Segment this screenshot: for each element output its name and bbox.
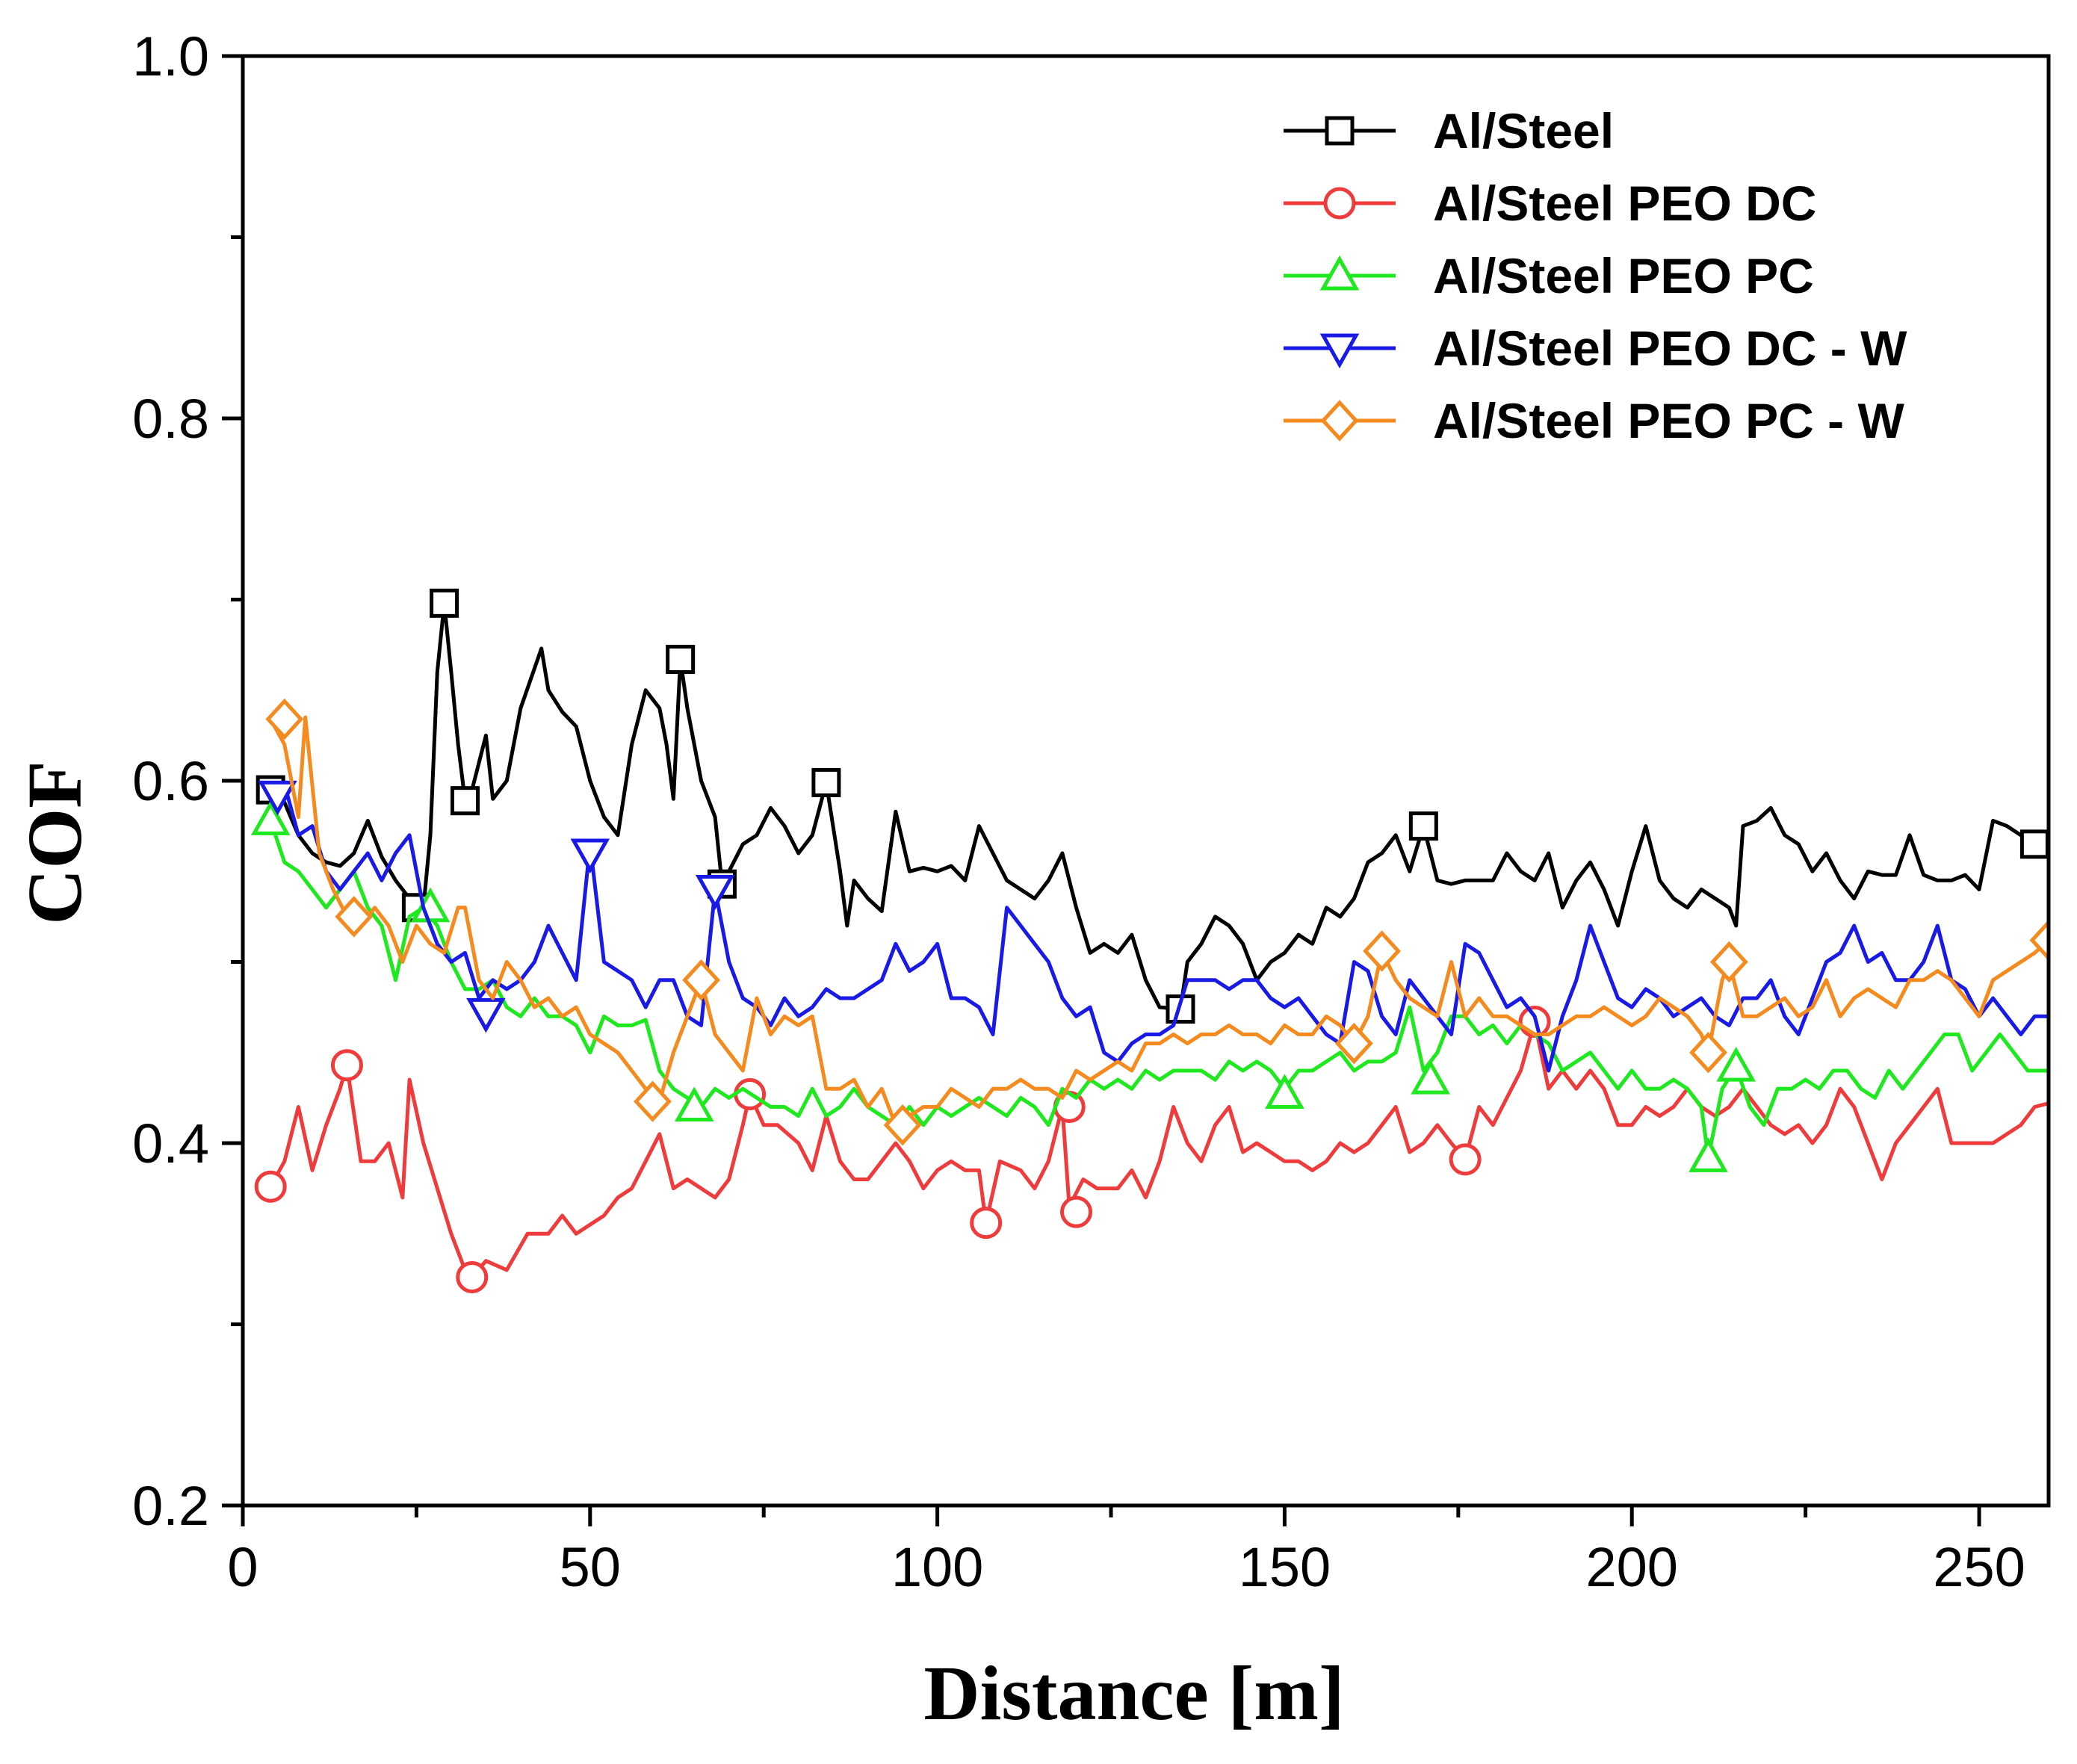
y-tick-label-0.6: 0.6 xyxy=(132,750,209,812)
series-line-al-steel-peo-pc-w xyxy=(269,715,2049,1127)
marker-al-steel-peo-pc-w-0 xyxy=(265,698,304,740)
y-tick-label-0.8: 0.8 xyxy=(132,388,209,450)
x-tick-label-100: 100 xyxy=(891,1536,983,1598)
marker-al-steel-peo-pc-4 xyxy=(1411,1059,1450,1095)
legend-label-al-steel-peo-pc-w: Al/Steel PEO PC - W xyxy=(1433,393,1904,448)
marker-al-steel-peo-pc-w-5 xyxy=(1334,1022,1373,1065)
marker-al-steel-peo-pc-w-8 xyxy=(1709,941,1748,983)
legend-item-al-steel-peo-dc-w: Al/Steel PEO DC - W xyxy=(1284,321,1907,376)
x-tick-label-50: 50 xyxy=(560,1536,621,1598)
legend-label-al-steel-peo-dc-w: Al/Steel PEO DC - W xyxy=(1433,321,1907,376)
legend-marker-al-steel xyxy=(1325,116,1355,146)
marker-al-steel-peo-pc-w-2 xyxy=(634,1080,672,1122)
series-layer xyxy=(250,588,2049,1293)
marker-al-steel-peo-pc-6 xyxy=(1716,1047,1756,1082)
marker-al-steel-peo-dc-2 xyxy=(456,1260,489,1293)
y-axis-title: COF xyxy=(12,761,98,925)
marker-al-steel-peo-dc-w-3 xyxy=(695,875,735,910)
ticks-layer: 0 50 100 150 200 250 0.2 0.4 0.6 0.8 1.0 xyxy=(132,25,2025,1598)
marker-al-steel-8 xyxy=(1408,811,1438,841)
marker-al-steel-peo-pc-w-3 xyxy=(682,959,720,1001)
legend-item-al-steel-peo-dc: Al/Steel PEO DC xyxy=(1284,176,1816,231)
marker-al-steel-peo-dc-0 xyxy=(254,1170,287,1203)
marker-al-steel-3 xyxy=(450,786,480,816)
series-line-al-steel-peo-dc xyxy=(269,1020,2049,1279)
legend-label-al-steel-peo-dc: Al/Steel PEO DC xyxy=(1433,176,1816,231)
marker-al-steel-6 xyxy=(811,767,841,797)
marker-al-steel-peo-dc-w-0 xyxy=(258,780,297,816)
y-tick-label-1: 1.0 xyxy=(132,25,209,87)
x-tick-label-150: 150 xyxy=(1239,1536,1331,1598)
y-tick-label-0.2: 0.2 xyxy=(132,1475,209,1537)
x-tick-label-250: 250 xyxy=(1933,1536,2025,1598)
marker-al-steel-9 xyxy=(2019,829,2049,859)
marker-al-steel-peo-pc-w-1 xyxy=(335,896,374,938)
legend-label-al-steel-peo-pc: Al/Steel PEO PC xyxy=(1433,248,1814,303)
legend-marker-al-steel-peo-pc xyxy=(1319,255,1360,291)
legend-item-al-steel-peo-pc-w: Al/Steel PEO PC - W xyxy=(1284,393,1904,448)
marker-al-steel-peo-pc-w-9 xyxy=(2029,919,2049,962)
series-al-steel-peo-dc-w xyxy=(258,780,2049,1073)
x-tick-label-0: 0 xyxy=(227,1536,258,1598)
legend-marker-al-steel-peo-dc-w xyxy=(1319,333,1360,369)
marker-al-steel-peo-dc-w-2 xyxy=(570,838,610,874)
marker-al-steel-peo-dc-7 xyxy=(1449,1143,1482,1176)
x-axis-title: Distance [m] xyxy=(923,1650,1344,1736)
legend-marker-al-steel-peo-pc-w xyxy=(1320,400,1359,442)
legend-item-al-steel-peo-pc: Al/Steel PEO PC xyxy=(1284,248,1814,303)
x-tick-label-200: 200 xyxy=(1585,1536,1677,1598)
series-line-al-steel-peo-pc xyxy=(268,820,2049,1160)
marker-al-steel-4 xyxy=(666,645,696,675)
y-tick-label-0.4: 0.4 xyxy=(132,1112,209,1175)
legend-item-al-steel: Al/Steel xyxy=(1284,103,1614,158)
series-al-steel-peo-pc-w xyxy=(265,698,2049,1146)
marker-al-steel-peo-pc-w-6 xyxy=(1363,930,1401,972)
series-al-steel xyxy=(256,588,2049,1024)
legend-marker-al-steel-peo-dc xyxy=(1323,187,1356,220)
marker-al-steel-peo-pc-w-7 xyxy=(1689,1032,1727,1074)
legend: Al/Steel Al/Steel PEO DC Al/Steel PEO PC Al… xyxy=(1284,103,1907,448)
marker-al-steel-peo-dc-w-1 xyxy=(466,997,506,1033)
marker-al-steel-peo-pc-3 xyxy=(1265,1074,1304,1110)
marker-al-steel-peo-dc-4 xyxy=(970,1207,1003,1240)
series-line-al-steel xyxy=(269,601,2049,1012)
marker-al-steel-peo-pc-5 xyxy=(1688,1137,1728,1172)
legend-label-al-steel: Al/Steel xyxy=(1433,103,1614,158)
marker-al-steel-peo-pc-w-4 xyxy=(883,1104,922,1146)
marker-al-steel-2 xyxy=(430,588,459,618)
series-line-al-steel-peo-dc-w xyxy=(270,782,2049,1073)
marker-al-steel-peo-dc-1 xyxy=(330,1049,363,1082)
marker-al-steel-peo-dc-6 xyxy=(1060,1195,1093,1228)
marker-al-steel-peo-pc-2 xyxy=(674,1086,714,1121)
marker-al-steel-peo-pc-0 xyxy=(250,800,291,835)
series-al-steel-peo-dc xyxy=(254,1006,2049,1293)
